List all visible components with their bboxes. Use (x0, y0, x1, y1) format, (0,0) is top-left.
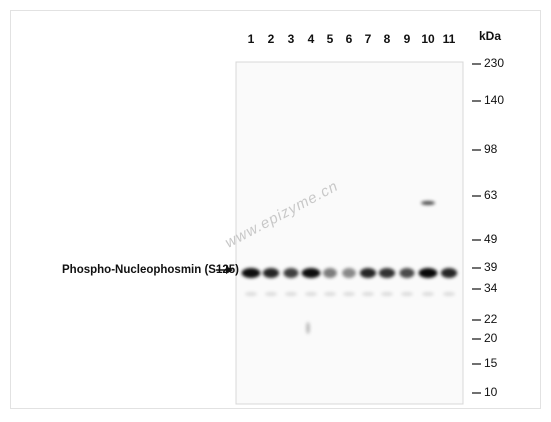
marker-label: 49 (484, 232, 498, 246)
marker-label: 140 (484, 93, 504, 107)
faint-band (443, 292, 455, 296)
faint-band (265, 292, 277, 296)
band (360, 268, 376, 278)
lane-label: 3 (288, 32, 295, 46)
band (284, 268, 299, 278)
figure: www.epizyme.cn Phospho-Nucleophosmin (S1… (0, 0, 551, 417)
lane-label: 11 (443, 32, 456, 46)
lane-label: 2 (268, 32, 275, 46)
faint-band (422, 292, 434, 296)
blot (236, 62, 463, 404)
lane-label: 4 (308, 32, 315, 46)
lane-label: 9 (404, 32, 411, 46)
lane-label: 1 (248, 32, 255, 46)
lane-label: 5 (327, 32, 334, 46)
marker-label: 15 (484, 356, 498, 370)
marker-label: 20 (484, 331, 498, 345)
marker-label: 10 (484, 385, 498, 399)
faint-band (362, 292, 374, 296)
faint-band (324, 292, 336, 296)
band (419, 268, 438, 278)
band (302, 268, 321, 278)
lane-label: 8 (384, 32, 391, 46)
smear (306, 322, 310, 334)
band (242, 268, 261, 278)
faint-band (305, 292, 317, 296)
extra-band (421, 201, 435, 205)
band-label: Phospho-Nucleophosmin (S125) (62, 264, 239, 276)
band (441, 268, 457, 278)
band (323, 268, 337, 278)
marker-label: 230 (484, 56, 504, 70)
band (263, 268, 279, 278)
marker-label: 34 (484, 281, 498, 295)
lane-label: 10 (421, 32, 435, 46)
band (342, 268, 356, 278)
unit-label: kDa (479, 29, 501, 43)
marker-label: 63 (484, 188, 498, 202)
faint-band (245, 292, 257, 296)
band (400, 268, 415, 278)
faint-band (343, 292, 355, 296)
marker-label: 98 (484, 142, 498, 156)
band (379, 268, 395, 278)
lane-label: 7 (365, 32, 372, 46)
faint-band (285, 292, 297, 296)
marker-label: 39 (484, 260, 498, 274)
lane-label: 6 (346, 32, 353, 46)
marker-label: 22 (484, 312, 498, 326)
faint-band (381, 292, 393, 296)
faint-band (401, 292, 413, 296)
